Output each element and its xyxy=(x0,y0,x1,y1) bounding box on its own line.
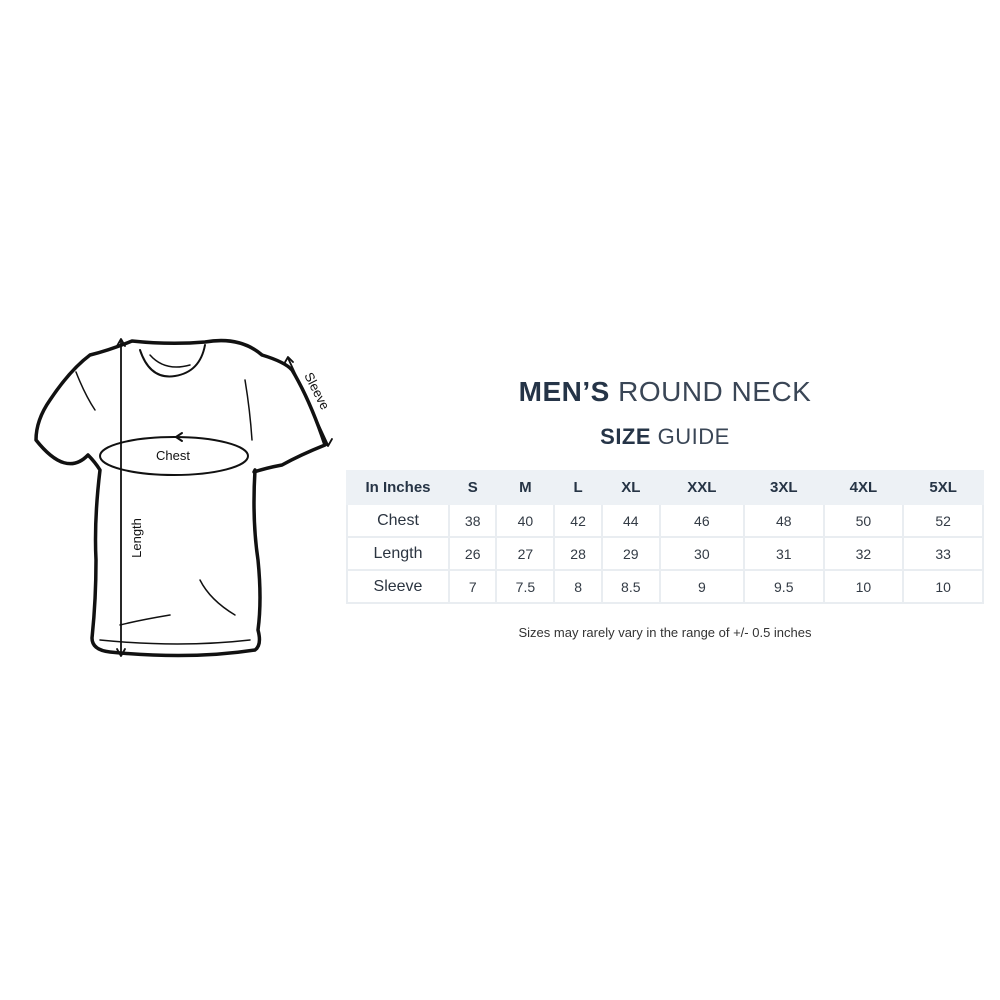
table-cell: 38 xyxy=(447,503,498,538)
chest-label: Chest xyxy=(156,448,190,463)
chest-measure-ellipse xyxy=(99,436,249,476)
sleeve-label: Sleeve xyxy=(301,370,332,412)
length-label: Length xyxy=(129,518,144,558)
column-header: S xyxy=(447,470,498,505)
size-table: In Inches S M L XL XXL 3XL 4XL 5XL Chest 38 40 42 44… xyxy=(346,470,984,604)
table-cell: 29 xyxy=(600,536,661,571)
shirt-outline xyxy=(34,338,327,658)
column-header: 5XL xyxy=(902,470,984,505)
table-cell: 32 xyxy=(822,536,905,571)
subtitle-light: GUIDE xyxy=(657,424,730,449)
title-bold: MEN’S xyxy=(518,376,610,407)
page-subtitle: SIZE GUIDE xyxy=(346,424,984,450)
row-label: Length xyxy=(346,536,450,571)
table-cell: 8.5 xyxy=(600,569,661,604)
column-header: XXL xyxy=(658,470,745,505)
column-header: 3XL xyxy=(742,470,825,505)
table-row: Sleeve 7 7.5 8 8.5 9 9.5 10 10 xyxy=(346,569,984,604)
table-row: Length 26 27 28 29 30 31 32 33 xyxy=(346,536,984,571)
tshirt-diagram: Chest Length Sleeve xyxy=(34,338,333,658)
table-cell: 8 xyxy=(553,569,603,604)
column-header: M xyxy=(495,470,556,505)
table-cell: 42 xyxy=(553,503,603,538)
title-light: ROUND NECK xyxy=(618,376,812,407)
table-row: Chest 38 40 42 44 46 48 50 52 xyxy=(346,503,984,538)
table-cell: 40 xyxy=(495,503,556,538)
table-cell: 46 xyxy=(658,503,745,538)
table-cell: 31 xyxy=(742,536,825,571)
table-cell: 9 xyxy=(658,569,745,604)
table-cell: 52 xyxy=(902,503,984,538)
subtitle-bold: SIZE xyxy=(600,424,652,449)
table-cell: 33 xyxy=(902,536,984,571)
table-cell: 26 xyxy=(447,536,498,571)
column-header: L xyxy=(553,470,603,505)
table-cell: 10 xyxy=(902,569,984,604)
table-cell: 10 xyxy=(822,569,905,604)
table-cell: 50 xyxy=(822,503,905,538)
table-cell: 7 xyxy=(447,569,498,604)
table-cell: 7.5 xyxy=(495,569,556,604)
table-cell: 48 xyxy=(742,503,825,538)
table-cell: 44 xyxy=(600,503,661,538)
size-note: Sizes may rarely vary in the range of +/… xyxy=(518,625,812,640)
column-header: 4XL xyxy=(822,470,905,505)
column-header: XL xyxy=(600,470,661,505)
table-cell: 28 xyxy=(553,536,603,571)
row-label: Sleeve xyxy=(346,569,450,604)
row-label: Chest xyxy=(346,503,450,538)
column-header: In Inches xyxy=(346,470,450,505)
table-cell: 30 xyxy=(658,536,745,571)
table-header-row: In Inches S M L XL XXL 3XL 4XL 5XL xyxy=(346,470,984,505)
table-cell: 27 xyxy=(495,536,556,571)
sleeve-arrow xyxy=(287,357,329,446)
page-title: MEN’S ROUND NECK xyxy=(346,376,984,408)
table-cell: 9.5 xyxy=(742,569,825,604)
